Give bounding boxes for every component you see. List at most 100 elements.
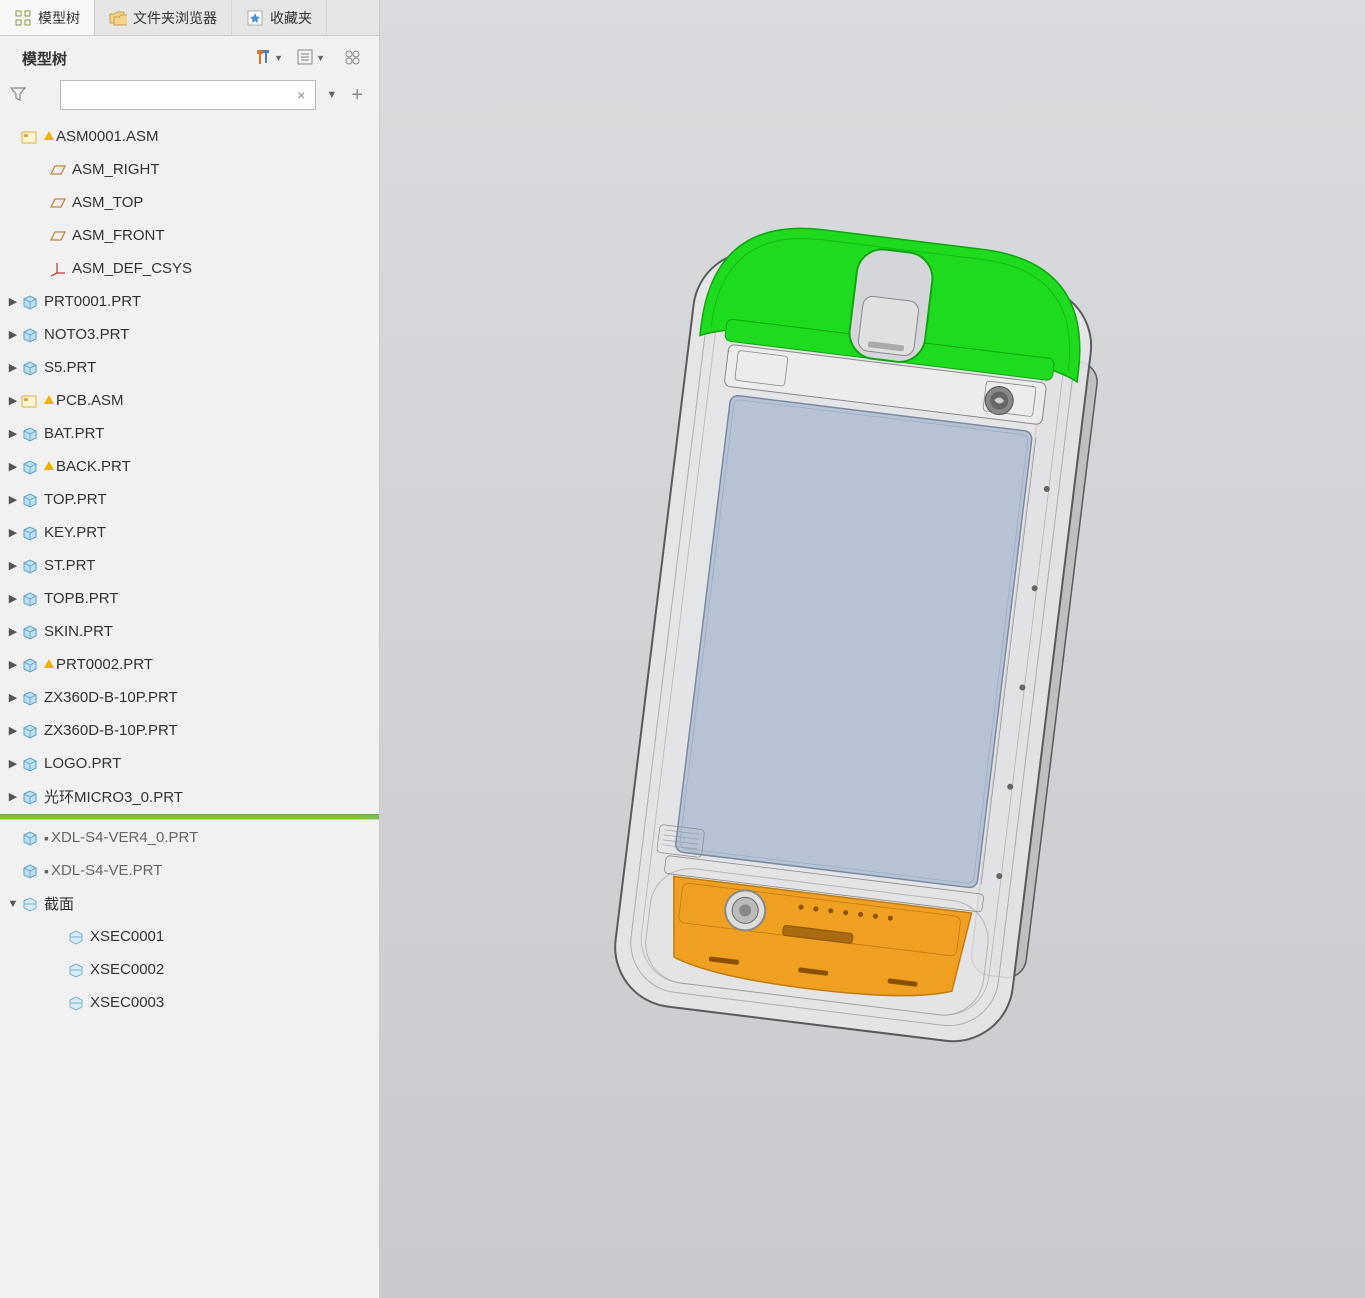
expand-arrow[interactable]: ▶: [6, 724, 20, 737]
sec-icon: [66, 928, 86, 946]
tree-item[interactable]: ASM_RIGHT: [0, 153, 379, 186]
tree-item[interactable]: ASM_DEF_CSYS: [0, 252, 379, 285]
expand-arrow[interactable]: ▶: [6, 427, 20, 440]
tree-item[interactable]: ASM_FRONT: [0, 219, 379, 252]
tab-tree[interactable]: 模型树: [0, 0, 95, 35]
tree-item[interactable]: ▶光环MICRO3_0.PRT: [0, 780, 379, 813]
item-label: BACK.PRT: [56, 458, 131, 475]
tree-item[interactable]: ▶ TOP.PRT: [0, 483, 379, 516]
expand-arrow[interactable]: ▶: [6, 394, 20, 407]
tree-item[interactable]: ▶PCB.ASM: [0, 384, 379, 417]
tree-main-group: ASM0001.ASMASM_RIGHT ASM_TOP ASM_FRONTASM_…: [0, 120, 379, 813]
tree-item[interactable]: ▶ST.PRT: [0, 549, 379, 582]
tree-sections-group: ▼截面XSEC0001XSEC0002XSEC0003: [0, 887, 379, 1019]
tool-filter[interactable]: [339, 46, 367, 70]
prt-icon: [20, 722, 40, 740]
item-label: SKIN.PRT: [44, 623, 113, 640]
model-render: [573, 189, 1173, 1109]
item-label: TOPB.PRT: [44, 590, 118, 607]
expand-arrow[interactable]: ▶: [6, 460, 20, 473]
tree-item[interactable]: XSEC0003: [0, 986, 379, 1019]
prt-icon: [20, 326, 40, 344]
datum-icon: [48, 161, 68, 179]
expand-arrow[interactable]: ▶: [6, 361, 20, 374]
sec-icon: [66, 994, 86, 1012]
tree-item[interactable]: ▶ BACK.PRT: [0, 450, 379, 483]
expand-arrow[interactable]: ▶: [6, 526, 20, 539]
asm-icon: [20, 128, 40, 146]
tree-item[interactable]: XSEC0001: [0, 920, 379, 953]
tab-folder[interactable]: 文件夹浏览器: [95, 0, 232, 35]
item-label: TOP.PRT: [44, 491, 107, 508]
tab-star[interactable]: 收藏夹: [232, 0, 327, 35]
clear-icon[interactable]: ×: [293, 87, 309, 103]
expand-arrow[interactable]: ▶: [6, 658, 20, 671]
tab-label: 收藏夹: [270, 8, 312, 28]
prt-icon: [20, 425, 40, 443]
prt-icon: [20, 755, 40, 773]
tab-bar: 模型树 文件夹浏览器 收藏夹: [0, 0, 379, 36]
tree-item[interactable]: ASM_TOP: [0, 186, 379, 219]
hammer-icon: [255, 48, 272, 68]
prt-icon: [20, 623, 40, 641]
item-label: XDL-S4-VE.PRT: [51, 862, 162, 879]
prt-icon: [20, 829, 40, 847]
tree-item[interactable]: ▶KEY.PRT: [0, 516, 379, 549]
csys-icon: [48, 260, 68, 278]
item-label: PRT0002.PRT: [56, 656, 153, 673]
tree-item[interactable]: XSEC0002: [0, 953, 379, 986]
tree-item[interactable]: ▼截面: [0, 887, 379, 920]
warning-icon: [44, 131, 54, 140]
expand-arrow[interactable]: ▶: [6, 757, 20, 770]
tree-item[interactable]: ASM0001.ASM: [0, 120, 379, 153]
item-label: LOGO.PRT: [44, 755, 121, 772]
viewport-3d[interactable]: [380, 0, 1365, 1298]
tree-item[interactable]: ▶ S5.PRT: [0, 351, 379, 384]
sec-icon: [66, 961, 86, 979]
prt-icon: [20, 491, 40, 509]
item-label: BAT.PRT: [44, 425, 104, 442]
tree-item[interactable]: ▶ PRT0002.PRT: [0, 648, 379, 681]
tree-item[interactable]: ▶ BAT.PRT: [0, 417, 379, 450]
expand-arrow[interactable]: ▶: [6, 625, 20, 638]
sidebar: 模型树文件夹浏览器收藏夹 模型树 ▼ ▼ × ▼ + ASM0001.ASMAS…: [0, 0, 380, 1298]
tool-list[interactable]: ▼: [297, 46, 325, 70]
tree-item[interactable]: ▶ ZX360D-B-10P.PRT: [0, 681, 379, 714]
tree-item[interactable]: ▶PRT0001.PRT: [0, 285, 379, 318]
prt-icon: [20, 524, 40, 542]
item-label: XDL-S4-VER4_0.PRT: [51, 829, 198, 846]
expand-arrow[interactable]: ▶: [6, 559, 20, 572]
tree-item[interactable]: ▪XDL-S4-VER4_0.PRT: [0, 821, 379, 854]
search-box[interactable]: ×: [60, 80, 316, 110]
expand-arrow[interactable]: ▶: [6, 295, 20, 308]
prt-icon: [20, 788, 40, 806]
tree-item[interactable]: ▶ LOGO.PRT: [0, 747, 379, 780]
tree-item[interactable]: ▶ TOPB.PRT: [0, 582, 379, 615]
sec-icon: [20, 895, 40, 913]
expand-arrow[interactable]: ▼: [6, 898, 20, 910]
tree-suppressed-group: ▪XDL-S4-VER4_0.PRT▪XDL-S4-VE.PRT: [0, 821, 379, 887]
expand-arrow[interactable]: ▶: [6, 328, 20, 341]
expand-arrow[interactable]: ▶: [6, 691, 20, 704]
search-dropdown[interactable]: ▼: [324, 89, 339, 101]
funnel-icon[interactable]: [10, 86, 28, 105]
prt-icon: [20, 359, 40, 377]
tool-settings[interactable]: ▼: [255, 46, 283, 70]
expand-arrow[interactable]: ▶: [6, 790, 20, 803]
search-input[interactable]: [67, 87, 293, 103]
expand-arrow[interactable]: ▶: [6, 592, 20, 605]
tree-item[interactable]: ▶NOTO3.PRT: [0, 318, 379, 351]
datum-icon: [48, 194, 68, 212]
tree-item[interactable]: ▶ SKIN.PRT: [0, 615, 379, 648]
tree-item[interactable]: ▪XDL-S4-VE.PRT: [0, 854, 379, 887]
prt-icon: [20, 458, 40, 476]
tree-item[interactable]: ▶ZX360D-B-10P.PRT: [0, 714, 379, 747]
item-label: S5.PRT: [44, 359, 96, 376]
suppressed-marker: ▪: [44, 830, 49, 846]
warning-icon: [44, 395, 54, 404]
item-label: ASM_TOP: [72, 194, 143, 211]
add-button[interactable]: +: [347, 84, 367, 107]
item-label: ZX360D-B-10P.PRT: [44, 689, 178, 706]
tab-label: 文件夹浏览器: [133, 8, 217, 28]
expand-arrow[interactable]: ▶: [6, 493, 20, 506]
